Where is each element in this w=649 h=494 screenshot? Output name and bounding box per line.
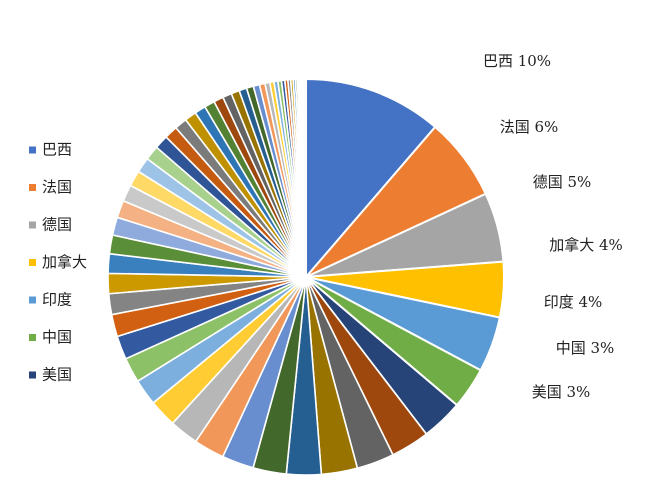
data-label-1: 法国 6% <box>500 118 559 136</box>
legend-swatch-0 <box>29 146 36 154</box>
legend-item-1: 法国 <box>29 178 72 196</box>
pie-slices <box>107 78 505 476</box>
legend-swatch-2 <box>29 221 36 229</box>
data-label-0: 巴西 10% <box>483 52 551 70</box>
data-label-6: 美国 3% <box>532 383 591 401</box>
legend-item-2: 德国 <box>29 216 72 234</box>
pie-slice-other-53 <box>304 78 307 278</box>
legend-swatch-5 <box>29 334 36 341</box>
legend-item-6: 美国 <box>29 366 72 384</box>
legend-item-5: 中国 <box>29 328 72 346</box>
legend-swatch-6 <box>29 371 36 379</box>
data-label-4: 印度 4% <box>544 293 603 311</box>
data-label-3: 加拿大 4% <box>549 236 623 254</box>
legend-label-4: 印度 <box>42 291 72 309</box>
legend-label-2: 德国 <box>42 216 72 234</box>
data-label-5: 中国 3% <box>556 339 615 357</box>
legend-swatch-4 <box>29 296 36 304</box>
legend-label-0: 巴西 <box>42 141 72 159</box>
legend-label-1: 法国 <box>42 178 72 196</box>
legend-item-4: 印度 <box>29 291 72 309</box>
legend-swatch-1 <box>29 184 36 191</box>
legend-label-6: 美国 <box>42 366 72 384</box>
legend-label-3: 加拿大 <box>42 253 87 271</box>
legend-item-0: 巴西 <box>29 141 72 159</box>
legend-swatch-3 <box>29 259 36 266</box>
data-label-2: 德国 5% <box>533 173 592 191</box>
pie-slice-main-0 <box>305 78 437 278</box>
legend-item-3: 加拿大 <box>29 253 87 271</box>
data-labels: 巴西 10% 法国 6% 德国 5% 加拿大 4% 印度 4% 中国 3% 美国 3% <box>483 52 623 401</box>
legend-label-5: 中国 <box>42 328 72 346</box>
